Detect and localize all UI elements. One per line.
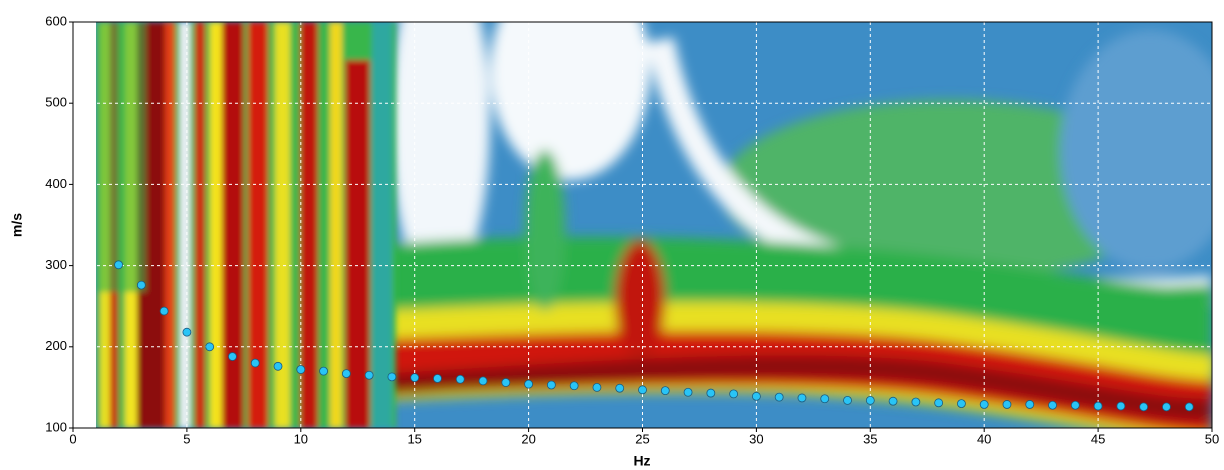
x-tick-label: 0 bbox=[69, 431, 76, 446]
point bbox=[1139, 402, 1149, 412]
y-tick-label: 600 bbox=[45, 13, 67, 28]
point bbox=[1162, 402, 1171, 412]
point bbox=[569, 381, 579, 391]
point bbox=[250, 358, 260, 368]
point bbox=[1002, 400, 1012, 409]
point bbox=[296, 365, 306, 374]
point bbox=[182, 327, 192, 337]
point bbox=[706, 388, 716, 398]
x-tick-label: 20 bbox=[521, 431, 535, 446]
point bbox=[888, 396, 898, 406]
point bbox=[1025, 400, 1035, 409]
x-tick-label: 15 bbox=[407, 431, 421, 446]
point bbox=[957, 399, 966, 409]
points bbox=[114, 260, 1194, 412]
point bbox=[683, 387, 693, 397]
x-tick-label: 50 bbox=[1205, 431, 1219, 446]
x-tick-label: 35 bbox=[863, 431, 877, 446]
y-tick-label: 100 bbox=[45, 419, 67, 434]
point bbox=[524, 379, 533, 389]
x-axis-title: Hz bbox=[633, 453, 650, 469]
point bbox=[615, 383, 625, 393]
point bbox=[341, 369, 351, 378]
point bbox=[546, 380, 556, 390]
point bbox=[136, 280, 146, 290]
point bbox=[228, 352, 237, 361]
point bbox=[911, 397, 921, 407]
point bbox=[478, 376, 488, 386]
point bbox=[364, 370, 374, 380]
point bbox=[797, 393, 807, 403]
y-tick-label: 200 bbox=[45, 338, 67, 353]
point bbox=[501, 378, 511, 387]
point bbox=[319, 366, 328, 376]
point bbox=[1184, 402, 1194, 412]
point bbox=[843, 395, 852, 405]
point bbox=[1093, 401, 1103, 411]
point bbox=[729, 389, 739, 399]
point bbox=[205, 342, 215, 352]
point bbox=[820, 394, 830, 404]
y-tick-label: 300 bbox=[45, 257, 67, 272]
point bbox=[1116, 401, 1126, 411]
point bbox=[455, 374, 465, 384]
point bbox=[934, 398, 944, 408]
y-axis-title: m/s bbox=[9, 213, 25, 237]
point bbox=[774, 392, 784, 402]
point bbox=[638, 385, 647, 395]
point bbox=[1070, 400, 1080, 410]
x-tick-label: 5 bbox=[183, 431, 190, 446]
point bbox=[979, 400, 989, 409]
point bbox=[387, 372, 397, 382]
x-tick-label: 45 bbox=[1091, 431, 1105, 446]
point bbox=[865, 395, 875, 405]
x-tick-label: 40 bbox=[977, 431, 991, 446]
point bbox=[752, 391, 761, 401]
point bbox=[660, 386, 670, 396]
point bbox=[410, 373, 420, 383]
x-tick-label: 25 bbox=[635, 431, 649, 446]
y-tick-label: 500 bbox=[45, 95, 67, 110]
point bbox=[592, 382, 602, 392]
heatmap bbox=[96, 22, 1212, 428]
point bbox=[273, 361, 283, 371]
point bbox=[114, 260, 123, 270]
x-tick-label: 10 bbox=[294, 431, 308, 446]
y-tick-label: 400 bbox=[45, 176, 67, 191]
point bbox=[433, 374, 442, 383]
point bbox=[159, 306, 169, 316]
point bbox=[1048, 400, 1057, 410]
x-tick-label: 30 bbox=[749, 431, 763, 446]
